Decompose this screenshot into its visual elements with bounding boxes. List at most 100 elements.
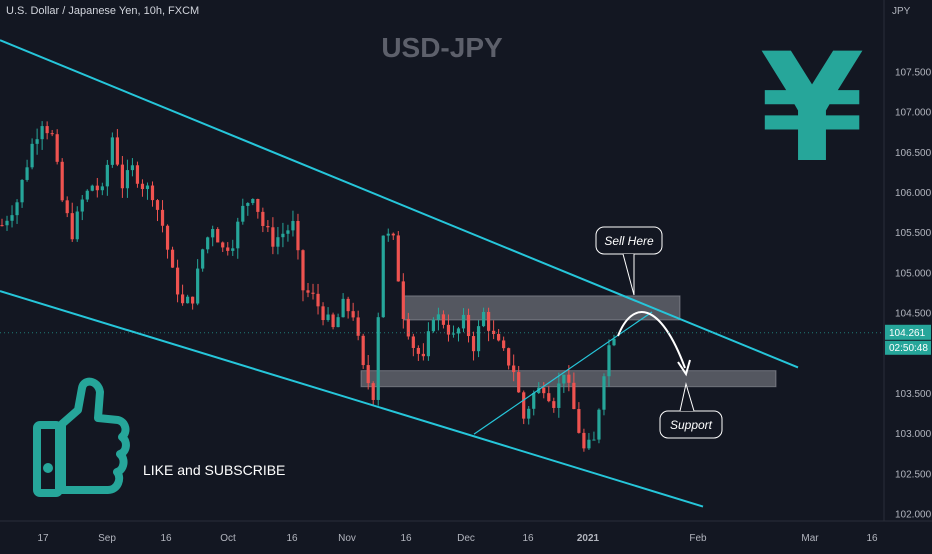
- time-tick-label: Oct: [220, 533, 236, 544]
- candle-body: [476, 326, 481, 352]
- candle-body: [486, 311, 491, 331]
- candle-body: [451, 333, 456, 335]
- candle-body: [316, 293, 320, 307]
- candle-body: [522, 392, 526, 419]
- yen-logo: ¥: [760, 22, 864, 196]
- plot-background: [0, 0, 884, 521]
- candle-body: [351, 311, 355, 318]
- candle-body: [130, 165, 135, 171]
- candle-body: [165, 225, 170, 250]
- candle-body: [562, 374, 566, 384]
- time-tick-label: Sep: [98, 533, 116, 544]
- candle-body: [206, 237, 210, 250]
- candle-body: [436, 314, 441, 320]
- candle-body: [552, 401, 556, 408]
- candle-body: [90, 185, 94, 191]
- support-callout-text: Support: [670, 418, 713, 432]
- symbol-watermark: USD-JPY: [381, 32, 503, 63]
- candle-body: [406, 318, 410, 337]
- candle-body: [301, 250, 305, 291]
- candle-body: [512, 365, 516, 373]
- candle-body: [70, 213, 74, 240]
- candle-body: [376, 317, 380, 400]
- candle-body: [507, 348, 511, 366]
- upper-channel-line: [0, 39, 799, 369]
- candle-body: [170, 249, 175, 268]
- candle-body: [261, 211, 265, 226]
- lower-channel-line: [0, 290, 704, 508]
- candle-body: [527, 408, 531, 419]
- candle-body: [40, 126, 44, 140]
- time-tick-label: 17: [37, 533, 49, 544]
- candle-body: [612, 338, 616, 346]
- candle-body: [95, 185, 99, 191]
- candle-body: [50, 133, 54, 135]
- candle-body: [391, 233, 395, 236]
- candle-body: [150, 185, 155, 201]
- candle-body: [421, 353, 425, 357]
- candle-body: [291, 220, 295, 231]
- candle-body: [20, 179, 24, 203]
- time-tick-label: 2021: [577, 533, 600, 544]
- time-tick-label: Feb: [689, 533, 707, 544]
- price-tick-label: 107.000: [895, 108, 932, 119]
- time-tick-label: 16: [160, 533, 172, 544]
- candle-body: [346, 298, 350, 312]
- candle-body: [286, 230, 290, 234]
- time-tick-label: 16: [400, 533, 412, 544]
- candle-body: [311, 292, 315, 294]
- candle-body: [226, 247, 230, 251]
- price-axis: [884, 0, 932, 550]
- candle-body: [336, 317, 340, 328]
- candles: [0, 121, 616, 452]
- price-tick-label: 107.500: [895, 67, 932, 78]
- candle-body: [125, 170, 130, 189]
- sell-here-callout: Sell Here: [595, 226, 663, 296]
- candle-body: [85, 190, 89, 200]
- candle-body: [0, 225, 4, 227]
- candle-body: [471, 336, 476, 352]
- last-price-text: 104.261: [889, 328, 926, 339]
- candle-body: [416, 347, 420, 354]
- candle-body: [386, 233, 390, 236]
- time-tick-label: Dec: [457, 533, 475, 544]
- candle-body: [115, 137, 119, 165]
- support-callout-pointer: [679, 382, 695, 412]
- candle-body: [331, 314, 335, 328]
- candle-body: [231, 248, 235, 251]
- candle-body: [572, 382, 576, 410]
- candle-body: [396, 235, 400, 282]
- candle-body: [256, 198, 260, 212]
- candle-body: [160, 209, 165, 226]
- candle-body: [10, 215, 14, 221]
- candle-body: [35, 139, 39, 144]
- candle-body: [431, 319, 436, 332]
- candle-body: [466, 314, 471, 337]
- candle-body: [221, 242, 225, 248]
- candle-body: [110, 137, 114, 165]
- price-tick-label: 103.000: [895, 429, 932, 440]
- candle-body: [401, 281, 405, 319]
- candle-body: [196, 268, 200, 304]
- candle-body: [582, 432, 586, 449]
- candle-body: [145, 185, 150, 190]
- candle-body: [80, 199, 84, 212]
- candle-body: [180, 294, 185, 304]
- candle-body: [60, 161, 64, 201]
- candle-body: [155, 200, 160, 210]
- candle-body: [5, 220, 9, 226]
- projection-arrowhead: [677, 359, 691, 377]
- candle-body: [426, 331, 430, 357]
- candle-body: [461, 314, 466, 329]
- candle-body: [271, 227, 275, 247]
- sell-callout-text: Sell Here: [604, 234, 654, 248]
- candle-body: [321, 306, 325, 321]
- time-tick-label: 16: [286, 533, 298, 544]
- candle-body: [542, 387, 546, 394]
- candle-body: [602, 376, 606, 410]
- candle-body: [45, 126, 49, 134]
- candle-body: [366, 365, 370, 384]
- time-tick-label: Nov: [338, 533, 356, 544]
